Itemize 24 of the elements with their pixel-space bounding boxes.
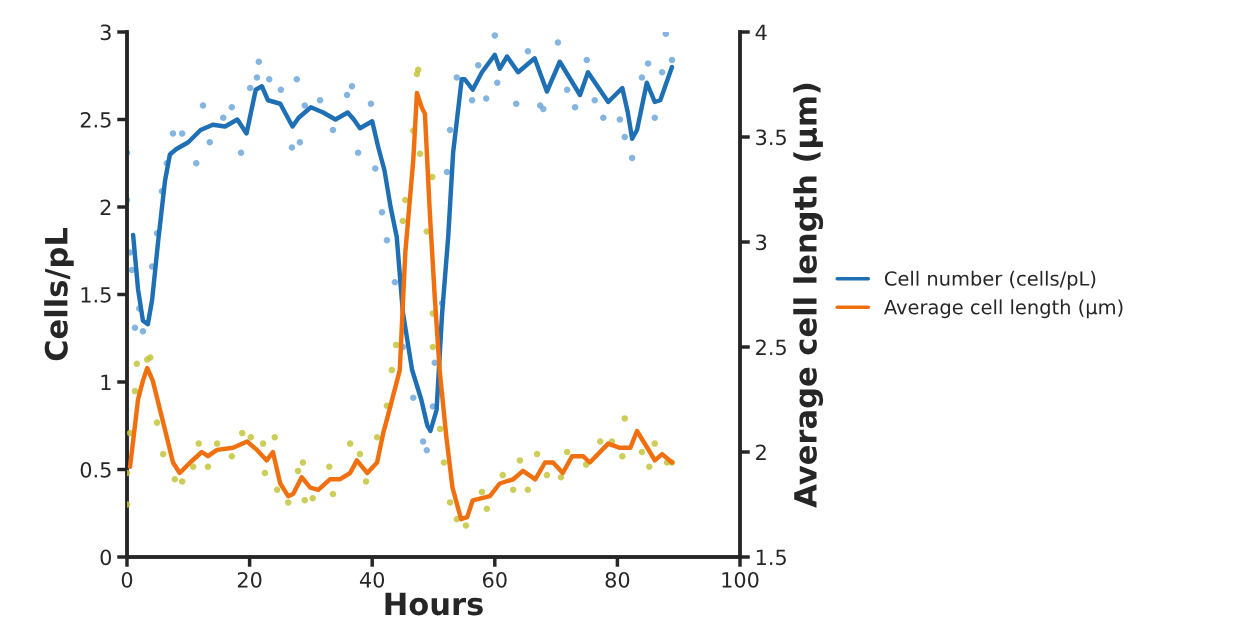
y-tick-label: 1.5	[81, 287, 111, 303]
x-axis-title: Hours	[385, 592, 483, 616]
x-tick-label: 0	[121, 571, 133, 588]
y-tick-label: 2	[100, 199, 111, 215]
y-tick-label: 1	[101, 374, 111, 390]
y2-axis-title: Average cell length (µm)	[793, 83, 824, 508]
legend-label: Cell number (cells/pL)	[884, 270, 1096, 290]
y-tick-label: 2.5	[80, 111, 111, 128]
x-tick-label: 20	[237, 571, 262, 588]
y2-tick-label: 2	[756, 444, 766, 460]
y2-tick-label: 1.5	[756, 549, 786, 566]
y-axis-title: Cells/pL	[44, 227, 74, 361]
y2-tick-label: 3.5	[756, 129, 786, 146]
x-tick-label: 100	[722, 571, 759, 588]
y2-tick-label: 4	[755, 24, 767, 40]
x-tick-label: 60	[483, 571, 507, 588]
x-tick-label: 80	[605, 571, 630, 588]
y-tick-label: 3	[100, 24, 111, 41]
y-tick-label: 0.5	[80, 461, 111, 478]
y2-tick-label: 2.5	[756, 339, 786, 356]
x-tick-label: 40	[359, 571, 385, 588]
y-tick-label: 0	[100, 549, 112, 566]
y2-tick-label: 3	[756, 234, 767, 251]
legend-label: Average cell length (µm)	[884, 299, 1123, 319]
